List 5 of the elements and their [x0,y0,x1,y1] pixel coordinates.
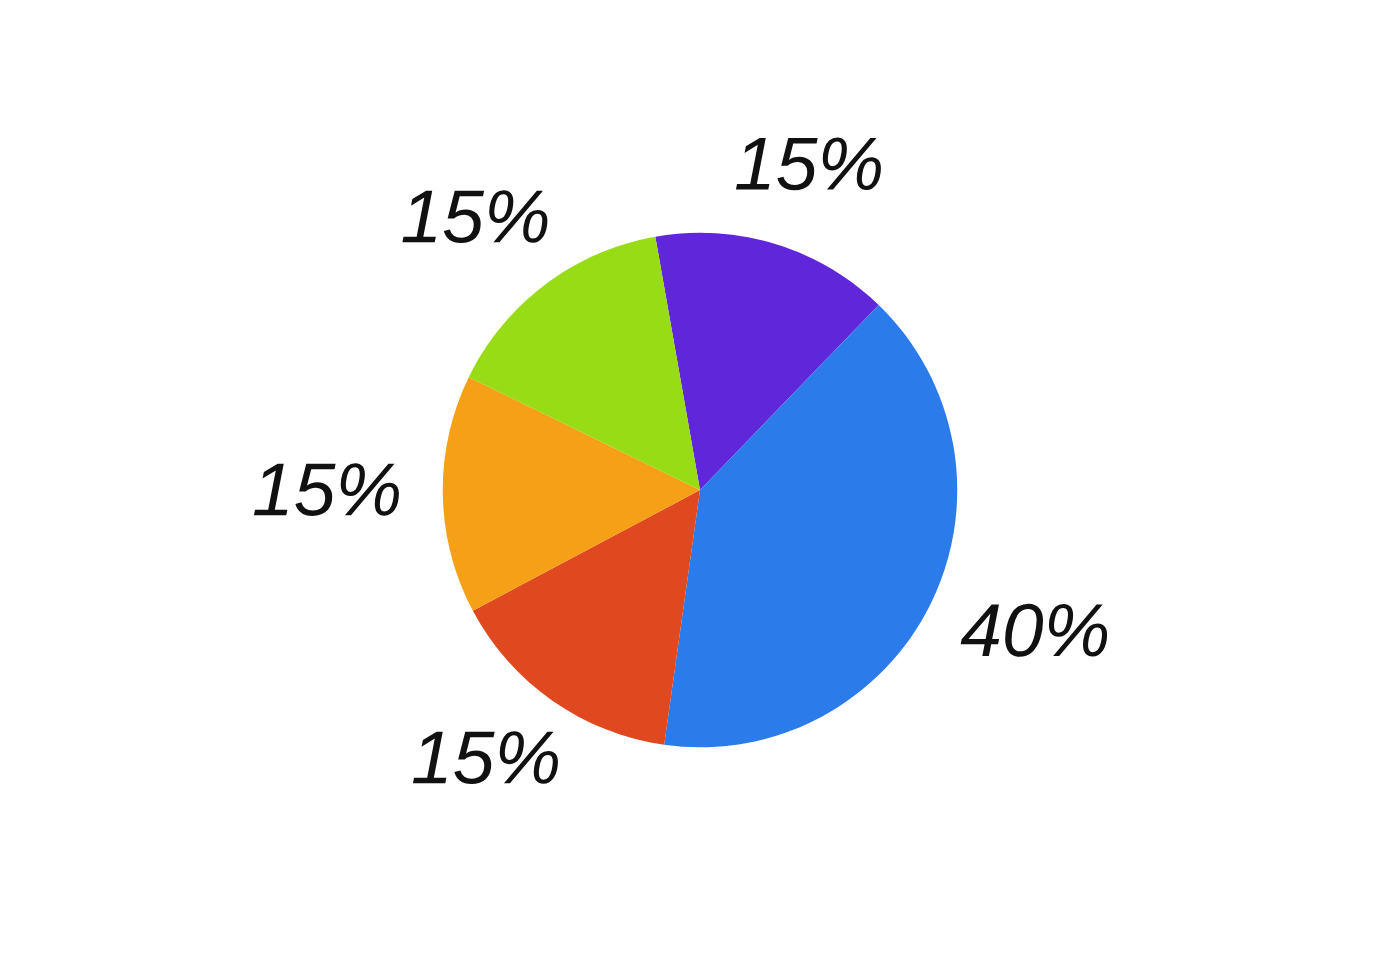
data-label: 15% [735,137,881,191]
data-label: 40% [960,603,1108,657]
data-label: 15% [402,190,548,244]
data-label: 15% [412,731,558,785]
data-label: 15% [253,463,399,516]
